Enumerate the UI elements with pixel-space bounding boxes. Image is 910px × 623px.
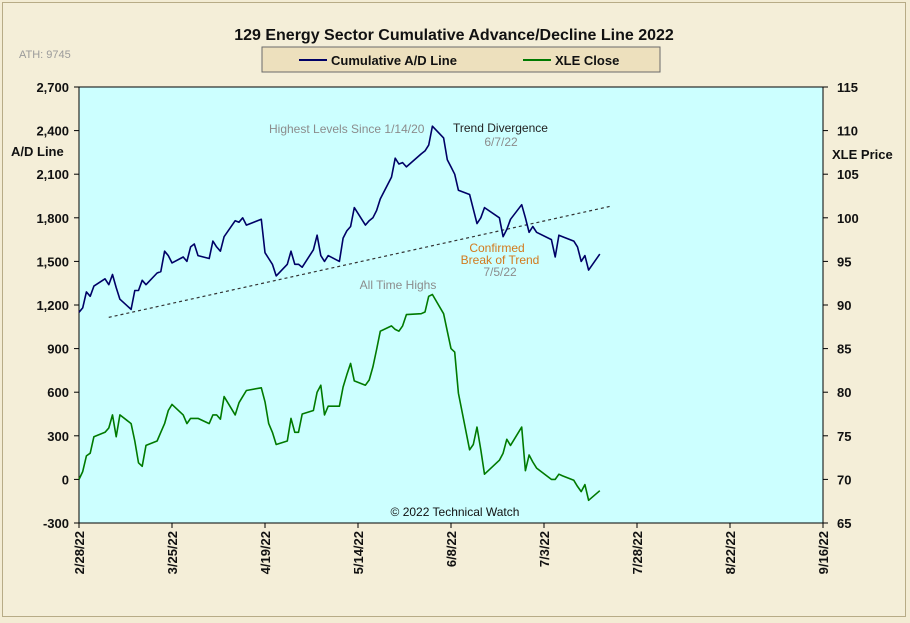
y-left-tick-label: 2,400 <box>36 124 69 139</box>
y-left-tick-label: 0 <box>62 472 69 487</box>
y-right-tick-label: 75 <box>837 429 851 444</box>
x-tick-label: 6/8/22 <box>444 531 459 567</box>
y-left-tick-label: 600 <box>47 385 69 400</box>
annotation-label: All Time Highs <box>360 278 437 292</box>
x-tick-label: 5/14/22 <box>351 531 366 574</box>
y-right-tick-label: 105 <box>837 167 859 182</box>
y-right-tick-label: 100 <box>837 211 859 226</box>
y-left-tick-label: 1,800 <box>36 211 69 226</box>
y-right-tick-label: 85 <box>837 342 851 357</box>
copyright-label: © 2022 Technical Watch <box>391 505 520 519</box>
y-left-tick-label: 900 <box>47 342 69 357</box>
x-tick-label: 9/16/22 <box>816 531 831 574</box>
y-left-tick-label: 1,200 <box>36 298 69 313</box>
y-left-tick-label: 2,100 <box>36 167 69 182</box>
annotations: Highest Levels Since 1/14/20 Trend Diverg… <box>269 121 548 292</box>
y-left-label: A/D Line <box>11 144 64 159</box>
x-tick-label: 3/25/22 <box>165 531 180 574</box>
y-right-tick-label: 65 <box>837 516 851 531</box>
series-group <box>78 125 601 502</box>
legend-label-xle: XLE Close <box>555 53 619 68</box>
y-right-tick-label: 95 <box>837 254 851 269</box>
annotation-label: Highest Levels Since 1/14/20 <box>269 122 425 136</box>
y-right-tick-label: 70 <box>837 472 851 487</box>
y-left-tick-label: 300 <box>47 429 69 444</box>
annotation-label: 7/5/22 <box>483 265 517 279</box>
axes: 2,700 2,400 2,100 1,800 1,500 1,200 900 600 300 0… <box>36 80 858 574</box>
x-tick-label: 7/3/22 <box>537 531 552 567</box>
x-tick-label: 4/19/22 <box>258 531 273 574</box>
y-right-tick-label: 110 <box>837 124 858 139</box>
annotation-label: Trend Divergence <box>453 121 548 135</box>
ath-label: ATH: 9745 <box>19 49 71 61</box>
xle-close-series <box>78 293 601 502</box>
legend: Cumulative A/D Line XLE Close <box>261 46 661 73</box>
y-left-tick-label: 1,500 <box>36 254 69 269</box>
y-right-tick-label: 80 <box>837 385 851 400</box>
y-left-tick-label: -300 <box>43 516 69 531</box>
annotation-label: Break of Trend <box>461 253 540 267</box>
legend-box <box>261 46 661 73</box>
legend-label-ad: Cumulative A/D Line <box>331 53 457 68</box>
x-tick-label: 7/28/22 <box>630 531 645 574</box>
y-left-tick-label: 2,700 <box>36 80 69 95</box>
annotation-label: 6/7/22 <box>484 135 518 149</box>
y-right-tick-label: 115 <box>837 80 858 95</box>
plot-area <box>78 86 824 524</box>
x-tick-label: 8/22/22 <box>723 531 738 574</box>
y-right-label: XLE Price <box>832 147 893 162</box>
chart-svg: 129 Energy Sector Cumulative Advance/Dec… <box>11 27 893 574</box>
x-tick-label: 2/28/22 <box>72 531 87 574</box>
annotation-label: Confirmed <box>469 241 524 255</box>
y-right-tick-label: 90 <box>837 298 851 313</box>
chart-title: 129 Energy Sector Cumulative Advance/Dec… <box>234 27 674 44</box>
ad-line-series <box>78 125 601 313</box>
